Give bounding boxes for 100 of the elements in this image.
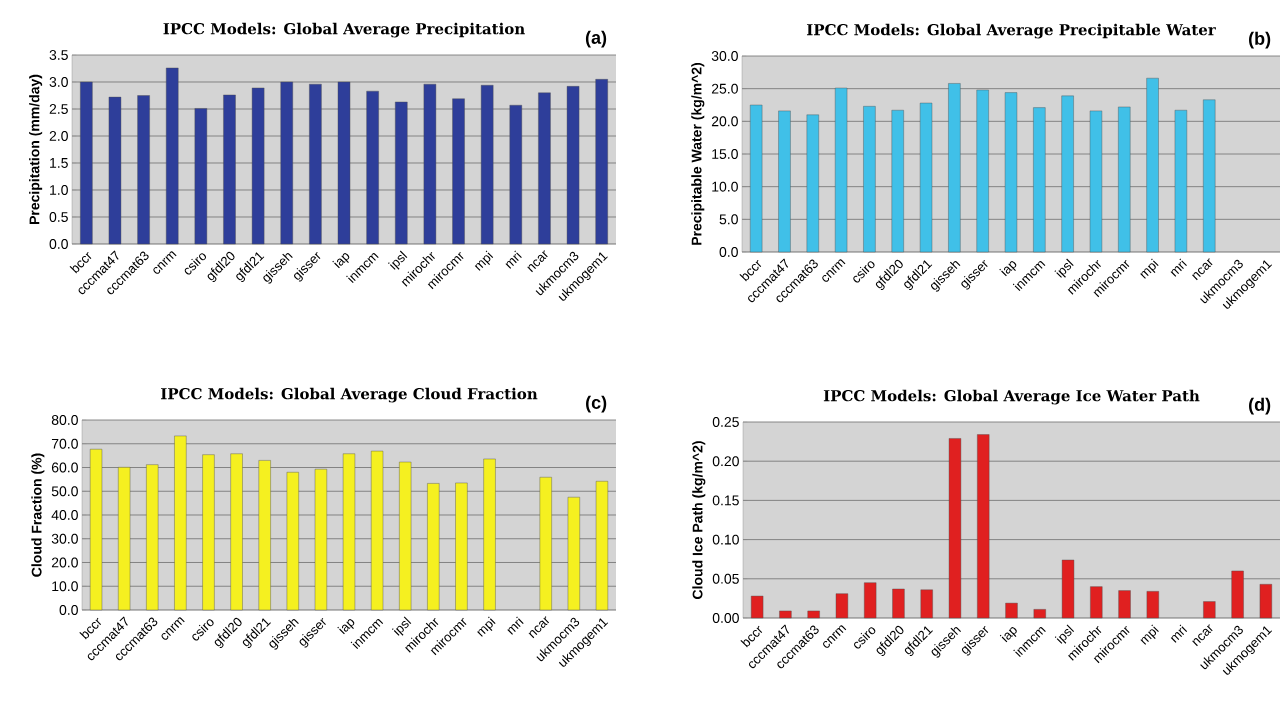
bar <box>309 83 322 245</box>
bar <box>567 496 580 611</box>
bar <box>948 438 962 619</box>
bar <box>251 87 265 245</box>
bar <box>137 95 150 245</box>
y-axis-title: Cloud Ice Path (kg/m^2) <box>692 441 706 599</box>
bar <box>977 434 990 619</box>
y-axis-title: Cloud Fraction (%) <box>31 453 45 577</box>
bar <box>80 81 93 245</box>
bar <box>864 582 877 619</box>
bar <box>1203 99 1216 253</box>
y-tick-label: 0.15 <box>712 495 739 506</box>
y-tick-label: 1.0 <box>50 185 68 195</box>
bar <box>1061 559 1075 619</box>
bar <box>427 483 440 611</box>
bar <box>280 81 293 245</box>
bar <box>230 453 243 611</box>
bar <box>1033 609 1046 619</box>
bar <box>509 105 523 245</box>
bar <box>920 589 933 619</box>
text: (d) <box>1249 397 1271 415</box>
y-tick-label: 0.05 <box>712 573 739 584</box>
x-tick-label: mpi <box>1140 624 1159 645</box>
y-tick-label: 60.0 <box>51 462 78 473</box>
y-tick-label: 0.10 <box>712 534 739 545</box>
bar <box>779 610 792 619</box>
bar <box>1004 92 1018 253</box>
bar <box>1259 584 1272 619</box>
bar <box>174 435 187 611</box>
y-tick-label: 30.0 <box>51 533 78 544</box>
bar <box>892 588 905 619</box>
y-axis-title: Precipitation (mm/day) <box>29 74 43 225</box>
bar <box>342 453 356 611</box>
y-tick-label: 20.0 <box>51 557 78 568</box>
bar <box>423 83 437 245</box>
y-tick-label: 0.25 <box>712 417 739 427</box>
bar <box>1089 110 1103 253</box>
y-tick-label: 2.0 <box>49 131 68 141</box>
y-tick-label: 0.0 <box>719 247 738 257</box>
y-tick-label: 40.0 <box>51 510 78 520</box>
bar <box>286 472 299 611</box>
bar <box>834 87 848 253</box>
y-tick-label: 0.0 <box>49 239 68 249</box>
bar <box>806 114 819 253</box>
bar <box>1231 570 1244 619</box>
bar <box>538 92 551 245</box>
x-tick-label: mri <box>505 250 522 269</box>
y-tick-label: 30.0 <box>711 51 738 61</box>
bar <box>539 477 552 611</box>
x-tick-label: csiro <box>192 619 214 641</box>
bar <box>863 106 876 253</box>
y-tick-label: 15.0 <box>712 149 738 159</box>
bar <box>835 593 849 619</box>
bar <box>480 85 494 245</box>
bar <box>807 610 820 619</box>
bar <box>595 481 609 611</box>
x-tick-label: csiro <box>854 627 876 649</box>
bar <box>778 110 791 253</box>
bar <box>948 83 961 253</box>
y-tick-label: 20.0 <box>711 116 738 127</box>
bar <box>399 461 412 611</box>
y-tick-label: 5.0 <box>719 214 738 225</box>
y-tick-label: 50.0 <box>51 486 78 497</box>
chart-title: IPCC Models: Global Average Ice Water Path <box>823 389 1200 405</box>
bar <box>483 458 496 611</box>
y-tick-label: 2.5 <box>49 104 68 114</box>
bar <box>371 450 384 611</box>
y-tick-label: 0.5 <box>49 212 68 222</box>
bar <box>919 102 933 253</box>
text: (c) <box>586 395 607 413</box>
x-tick-label: mri <box>1170 258 1187 277</box>
bar <box>750 104 763 253</box>
bar <box>1061 95 1074 253</box>
y-tick-label: 80.0 <box>51 415 78 425</box>
bar <box>337 81 351 245</box>
x-tick-label: mpi <box>1140 258 1159 279</box>
y-tick-label: 0.20 <box>712 456 739 467</box>
x-tick-label: csiro <box>853 261 875 283</box>
bar <box>166 67 179 245</box>
bar <box>118 467 131 611</box>
bar <box>258 460 271 611</box>
bar <box>976 89 989 253</box>
bar <box>891 110 904 253</box>
y-tick-label: 0.0 <box>59 605 78 615</box>
bar <box>1203 601 1216 619</box>
bar <box>395 101 408 245</box>
bar <box>314 468 328 611</box>
bar <box>1118 106 1131 253</box>
bar <box>452 98 465 245</box>
x-tick-label: mpi <box>477 616 496 637</box>
bar <box>455 482 468 611</box>
chart-title: IPCC Models: Global Average Precipitation <box>163 22 525 38</box>
y-tick-label: 0.00 <box>712 613 739 623</box>
bar <box>595 79 608 245</box>
text: (a) <box>585 30 607 48</box>
bar <box>366 90 379 245</box>
bar <box>751 595 764 619</box>
bar <box>1090 586 1103 619</box>
y-tick-label: 10.0 <box>52 581 78 592</box>
y-axis-title: Precipitable Water (kg/m^2) <box>691 62 705 245</box>
